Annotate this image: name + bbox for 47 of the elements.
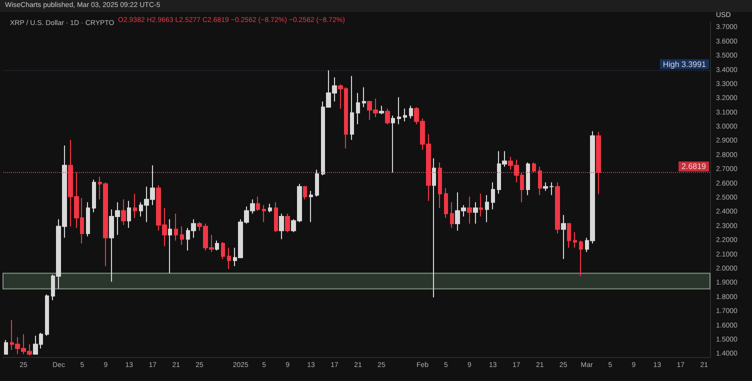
candlestick xyxy=(467,196,472,224)
candlestick xyxy=(127,200,131,228)
candlestick xyxy=(379,105,384,115)
candlestick xyxy=(92,179,96,213)
candlestick xyxy=(450,202,454,228)
candlestick xyxy=(45,294,49,336)
candlestick xyxy=(227,247,231,270)
candlestick xyxy=(133,193,137,218)
candlestick xyxy=(444,188,448,218)
candlestick xyxy=(168,218,172,274)
candlestick xyxy=(397,96,401,125)
candlestick xyxy=(356,92,360,125)
candlestick xyxy=(262,204,266,223)
candlestick xyxy=(526,162,530,196)
candlestick xyxy=(362,86,366,108)
candlestick xyxy=(274,202,278,233)
candlestick xyxy=(473,202,478,224)
candlestick xyxy=(573,232,577,248)
candlestick xyxy=(309,190,313,223)
candlestick xyxy=(567,223,571,248)
candlestick xyxy=(561,214,566,260)
candlestick xyxy=(315,169,319,198)
candlestick xyxy=(285,213,290,233)
candlestick xyxy=(279,213,284,240)
candlestick xyxy=(303,186,307,200)
candlestick xyxy=(221,242,225,260)
candlestick xyxy=(121,198,126,226)
candlestick xyxy=(479,193,483,217)
candlestick xyxy=(4,339,8,355)
candlestick xyxy=(385,108,390,125)
candlestick xyxy=(174,213,178,242)
candlestick xyxy=(215,240,219,252)
candlestick xyxy=(86,202,90,237)
candlestick xyxy=(432,158,436,298)
candlestick xyxy=(485,194,489,223)
candlestick xyxy=(256,196,260,212)
candlestick xyxy=(409,105,413,120)
candlestick xyxy=(491,182,495,210)
candlestick xyxy=(268,203,272,213)
candlestick xyxy=(403,108,407,122)
candlestick xyxy=(180,226,184,246)
ref-line-label: High 3.3991 xyxy=(662,60,707,69)
candlestick xyxy=(391,115,395,173)
candlestick xyxy=(555,182,560,234)
candlestick xyxy=(579,240,583,277)
candlestick xyxy=(350,75,354,140)
ref-line-label: 2.6819 xyxy=(682,162,707,171)
